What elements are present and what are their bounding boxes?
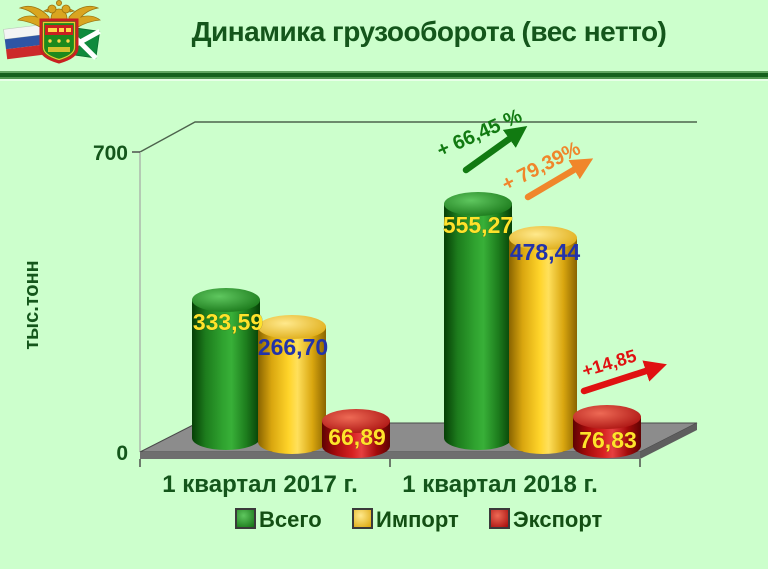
x-category-2018: 1 квартал 2018 г. bbox=[402, 471, 598, 498]
bar-import-2017 bbox=[258, 315, 326, 454]
legend-marker-import bbox=[352, 508, 373, 529]
bar-export-2018 bbox=[573, 405, 641, 458]
shield-icon bbox=[39, 18, 79, 64]
value-label-total-2017: 333,59 bbox=[193, 309, 263, 335]
legend-marker-export bbox=[489, 508, 510, 529]
bar-total-2018 bbox=[444, 192, 512, 450]
x-axis-ticks bbox=[139, 459, 641, 467]
legend-label-export: Экспорт bbox=[513, 507, 602, 532]
value-label-import-2017: 266,70 bbox=[258, 334, 328, 360]
page-title: Динамика грузооборота (вес нетто) bbox=[191, 16, 667, 47]
legend-label-import: Импорт bbox=[376, 507, 459, 532]
legend: Всего Импорт Экспорт bbox=[235, 507, 602, 532]
title-separator bbox=[0, 71, 768, 81]
growth-arrow-export bbox=[580, 360, 667, 395]
y-axis-max-label: 700 bbox=[93, 142, 128, 165]
y-axis-title: тыс.тонн bbox=[21, 260, 43, 349]
growth-arrow-total bbox=[462, 126, 528, 174]
value-label-export-2018: 76,83 bbox=[579, 427, 637, 453]
bar-total-2017 bbox=[192, 288, 260, 450]
bar-export-2017 bbox=[322, 409, 390, 458]
legend-marker-total bbox=[235, 508, 256, 529]
value-label-import-2018: 478,44 bbox=[510, 239, 581, 265]
customs-emblem-logo bbox=[3, 0, 102, 64]
value-label-total-2018: 555,27 bbox=[443, 212, 513, 238]
growth-arrow-import bbox=[524, 158, 594, 201]
value-label-export-2017: 66,89 bbox=[328, 424, 386, 450]
y-axis-min-label: 0 bbox=[116, 442, 128, 465]
x-category-2017: 1 квартал 2017 г. bbox=[162, 471, 358, 498]
bar-import-2018 bbox=[509, 226, 577, 454]
legend-label-total: Всего bbox=[259, 507, 322, 532]
russian-flag-icon bbox=[3, 24, 45, 60]
plot-back-top-edge bbox=[139, 121, 697, 153]
growth-label-total: + 66,45 % bbox=[434, 105, 526, 162]
